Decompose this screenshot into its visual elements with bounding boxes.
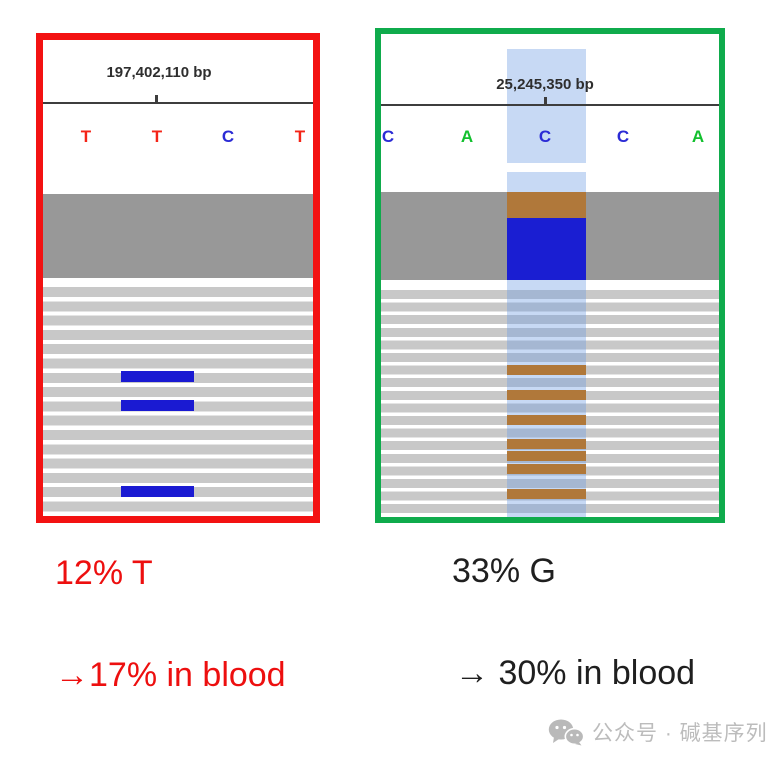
variant-read-bar bbox=[507, 451, 586, 461]
base-letter-T: T bbox=[151, 127, 163, 146]
read-alignment-track bbox=[381, 290, 719, 517]
base-letter-T: T bbox=[294, 127, 306, 146]
variant-read-bar bbox=[507, 415, 586, 425]
coverage-variant-allele-block bbox=[507, 192, 586, 218]
ruler-tick bbox=[544, 97, 547, 105]
center-column-highlight-reads bbox=[507, 290, 586, 517]
right-blood-fraction-note: → 30% in blood bbox=[455, 654, 696, 692]
center-column-highlight-top bbox=[507, 49, 586, 163]
variant-read-bar bbox=[507, 464, 586, 474]
ruler-line bbox=[43, 102, 313, 104]
base-letter-A: A bbox=[460, 127, 474, 146]
right-allele-fraction-caption: 33% G bbox=[452, 552, 556, 590]
base-letter-C: C bbox=[221, 127, 235, 146]
locus-position-label: 197,402,110 bp bbox=[106, 64, 212, 81]
left-blood-fraction-note: →17% in blood bbox=[55, 656, 286, 694]
base-letter-T: T bbox=[80, 127, 92, 146]
variant-read-bar bbox=[121, 371, 194, 382]
base-letter-A: A bbox=[691, 127, 705, 146]
igv-panel-left: 197,402,110 bp T T C T bbox=[36, 33, 320, 523]
coverage-ref-allele-block bbox=[507, 218, 586, 280]
variant-read-bar bbox=[507, 365, 586, 375]
watermark: 公众号 · 碱基序列 bbox=[548, 717, 768, 747]
base-letter-C: C bbox=[616, 127, 630, 146]
coverage-track bbox=[43, 194, 313, 278]
variant-read-bar bbox=[121, 486, 194, 497]
variant-read-bar bbox=[507, 489, 586, 499]
variant-read-bar bbox=[121, 400, 194, 411]
wechat-icon bbox=[548, 719, 585, 746]
watermark-text: 公众号 · 碱基序列 bbox=[592, 722, 768, 745]
ruler-line bbox=[381, 104, 719, 106]
ruler-tick bbox=[155, 95, 158, 103]
igv-panel-left-content: 197,402,110 bp T T C T bbox=[43, 40, 313, 516]
left-allele-fraction-caption: 12% T bbox=[55, 554, 153, 592]
variant-read-bar bbox=[507, 439, 586, 449]
base-letter-C: C bbox=[538, 127, 552, 146]
igv-panel-right: 25,245,350 bp C A C C A bbox=[375, 28, 725, 523]
variant-read-bar bbox=[507, 390, 586, 400]
locus-position-label: 25,245,350 bp bbox=[496, 76, 594, 93]
base-letter-C: C bbox=[381, 127, 395, 146]
igv-panel-right-content: 25,245,350 bp C A C C A bbox=[381, 34, 719, 517]
